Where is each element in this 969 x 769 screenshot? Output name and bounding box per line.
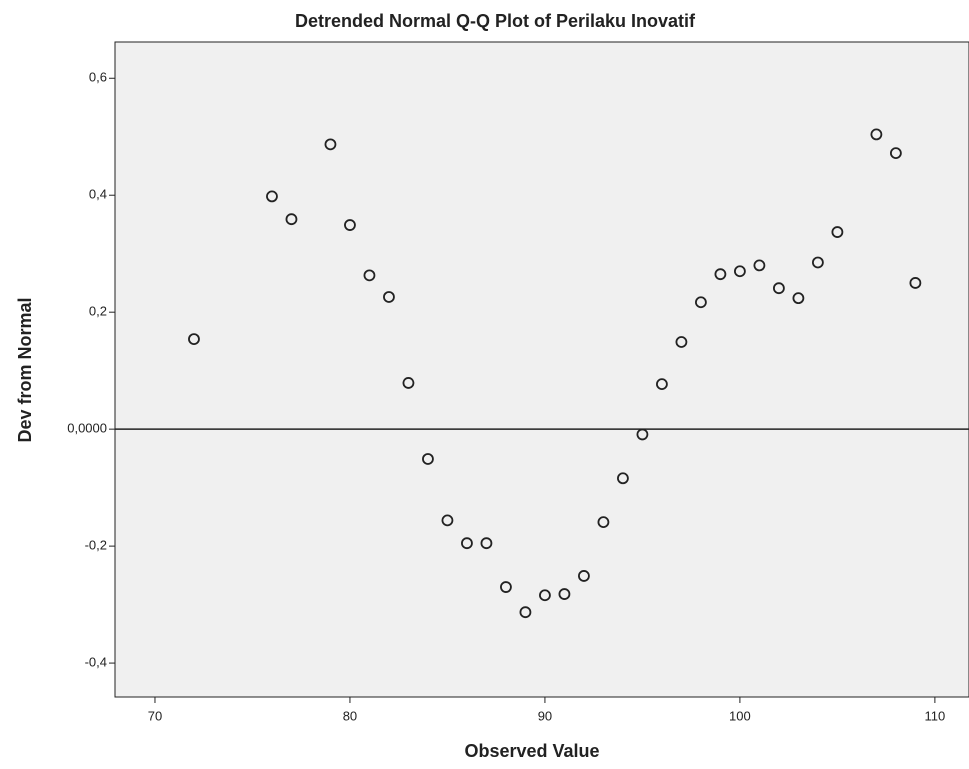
- x-tick-label: 80: [343, 708, 357, 723]
- x-tick-label: 70: [148, 708, 162, 723]
- point: [597, 516, 610, 529]
- point: [188, 333, 200, 345]
- point: [422, 453, 434, 465]
- point: [909, 277, 922, 289]
- x-tick-label: 100: [729, 708, 751, 723]
- point: [753, 259, 766, 272]
- x-axis-label: Observed Value: [464, 741, 599, 761]
- point: [792, 292, 805, 305]
- point: [383, 291, 395, 303]
- point: [285, 213, 298, 226]
- y-tick-label: 0,6: [89, 70, 107, 85]
- y-tick-label: -0,2: [85, 538, 107, 553]
- point: [636, 428, 649, 441]
- point: [617, 472, 629, 485]
- point: [889, 147, 902, 160]
- point: [675, 336, 688, 348]
- point: [363, 269, 376, 282]
- point: [539, 589, 551, 602]
- plot-area: [114, 41, 969, 698]
- point: [714, 268, 727, 281]
- y-tick-label: 0,0000: [67, 421, 107, 436]
- point: [811, 256, 824, 269]
- point: [461, 537, 473, 550]
- point: [441, 514, 454, 527]
- chart-title: Detrended Normal Q-Q Plot of Perilaku In…: [295, 11, 696, 31]
- point: [480, 537, 493, 550]
- y-tick-label: -0,4: [85, 655, 107, 670]
- x-tick-label: 110: [925, 708, 946, 723]
- point: [402, 377, 415, 389]
- point: [772, 282, 785, 295]
- y-axis-label: Dev from Normal: [15, 297, 35, 442]
- point: [266, 190, 278, 203]
- point: [344, 219, 356, 231]
- x-tick-label: 90: [538, 708, 552, 723]
- point: [558, 588, 571, 600]
- point: [578, 570, 590, 582]
- point: [500, 581, 512, 593]
- point: [519, 606, 532, 619]
- point: [870, 128, 883, 141]
- point: [656, 378, 668, 391]
- y-tick-label: 0,2: [89, 304, 107, 319]
- point: [734, 265, 746, 278]
- point: [695, 296, 707, 309]
- y-tick-label: 0,4: [89, 187, 107, 202]
- point: [831, 226, 844, 238]
- point: [324, 138, 337, 151]
